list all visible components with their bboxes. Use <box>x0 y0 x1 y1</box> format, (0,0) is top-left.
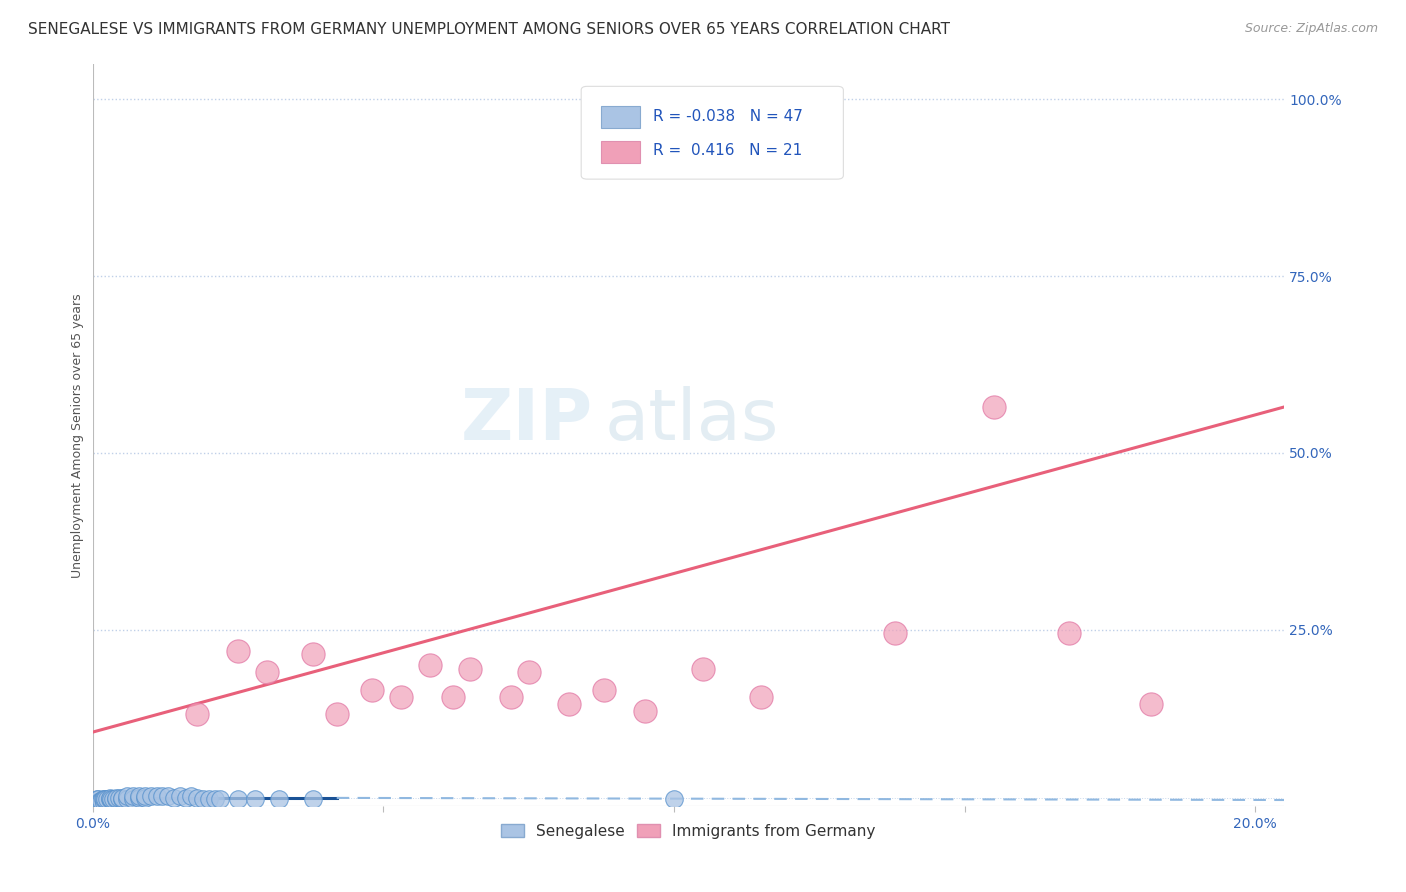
Point <box>226 792 249 806</box>
FancyBboxPatch shape <box>602 105 640 128</box>
Point <box>104 790 127 805</box>
Point <box>101 792 124 806</box>
Point <box>169 789 191 803</box>
Point <box>204 792 226 806</box>
Point <box>93 792 115 806</box>
Point <box>163 790 186 805</box>
Point <box>84 796 107 810</box>
Point <box>157 789 180 803</box>
Point <box>128 789 150 803</box>
Y-axis label: Unemployment Among Seniors over 65 years: Unemployment Among Seniors over 65 years <box>72 293 84 577</box>
Point <box>94 792 117 806</box>
Point <box>117 792 139 806</box>
Point <box>634 704 657 718</box>
Point <box>111 792 134 806</box>
Point <box>749 690 772 704</box>
Text: SENEGALESE VS IMMIGRANTS FROM GERMANY UNEMPLOYMENT AMONG SENIORS OVER 65 YEARS C: SENEGALESE VS IMMIGRANTS FROM GERMANY UN… <box>28 22 950 37</box>
Point <box>517 665 540 679</box>
Text: Source: ZipAtlas.com: Source: ZipAtlas.com <box>1244 22 1378 36</box>
Point <box>302 648 325 662</box>
Point <box>883 626 905 640</box>
Point <box>89 794 111 808</box>
Point <box>389 690 412 704</box>
Point <box>122 792 145 806</box>
Point <box>419 657 441 672</box>
Point <box>441 690 464 704</box>
Text: ZIP: ZIP <box>461 386 593 455</box>
Point <box>87 792 110 806</box>
Point <box>90 794 112 808</box>
Point <box>86 792 108 806</box>
Point <box>1057 626 1080 640</box>
Point <box>209 792 232 806</box>
Point <box>174 790 197 805</box>
Point <box>111 790 134 805</box>
Point <box>86 796 108 810</box>
Point <box>692 661 714 675</box>
Point <box>91 792 114 806</box>
Point <box>593 682 616 697</box>
Point <box>107 790 129 805</box>
Point <box>1139 697 1161 711</box>
Point <box>139 789 162 803</box>
Point <box>501 690 523 704</box>
Text: atlas: atlas <box>605 386 779 455</box>
Point <box>134 789 156 803</box>
Text: R =  0.416   N = 21: R = 0.416 N = 21 <box>652 144 801 159</box>
Point <box>245 792 267 806</box>
Point <box>93 796 115 810</box>
Point <box>98 790 121 805</box>
Point <box>191 792 214 806</box>
Point <box>117 789 139 803</box>
Point <box>302 792 325 806</box>
Point <box>226 644 249 658</box>
Point <box>325 707 347 722</box>
Point <box>186 790 208 805</box>
Point <box>104 792 127 806</box>
Legend: Senegalese, Immigrants from Germany: Senegalese, Immigrants from Germany <box>495 817 882 845</box>
Point <box>89 796 111 810</box>
Point <box>122 789 145 803</box>
Point <box>180 789 202 803</box>
FancyBboxPatch shape <box>581 87 844 179</box>
Point <box>662 792 685 806</box>
Point <box>186 707 208 722</box>
Text: R = -0.038   N = 47: R = -0.038 N = 47 <box>652 109 803 123</box>
FancyBboxPatch shape <box>602 141 640 162</box>
Point <box>100 792 122 806</box>
Point <box>128 790 150 805</box>
Point <box>150 789 173 803</box>
Point <box>256 665 278 679</box>
Point <box>198 792 221 806</box>
Point <box>98 792 121 806</box>
Point <box>134 790 156 805</box>
Point <box>96 792 118 806</box>
Point <box>983 400 1005 414</box>
Point <box>360 682 382 697</box>
Point <box>558 697 581 711</box>
Point <box>460 661 482 675</box>
Point <box>267 792 290 806</box>
Point <box>145 789 167 803</box>
